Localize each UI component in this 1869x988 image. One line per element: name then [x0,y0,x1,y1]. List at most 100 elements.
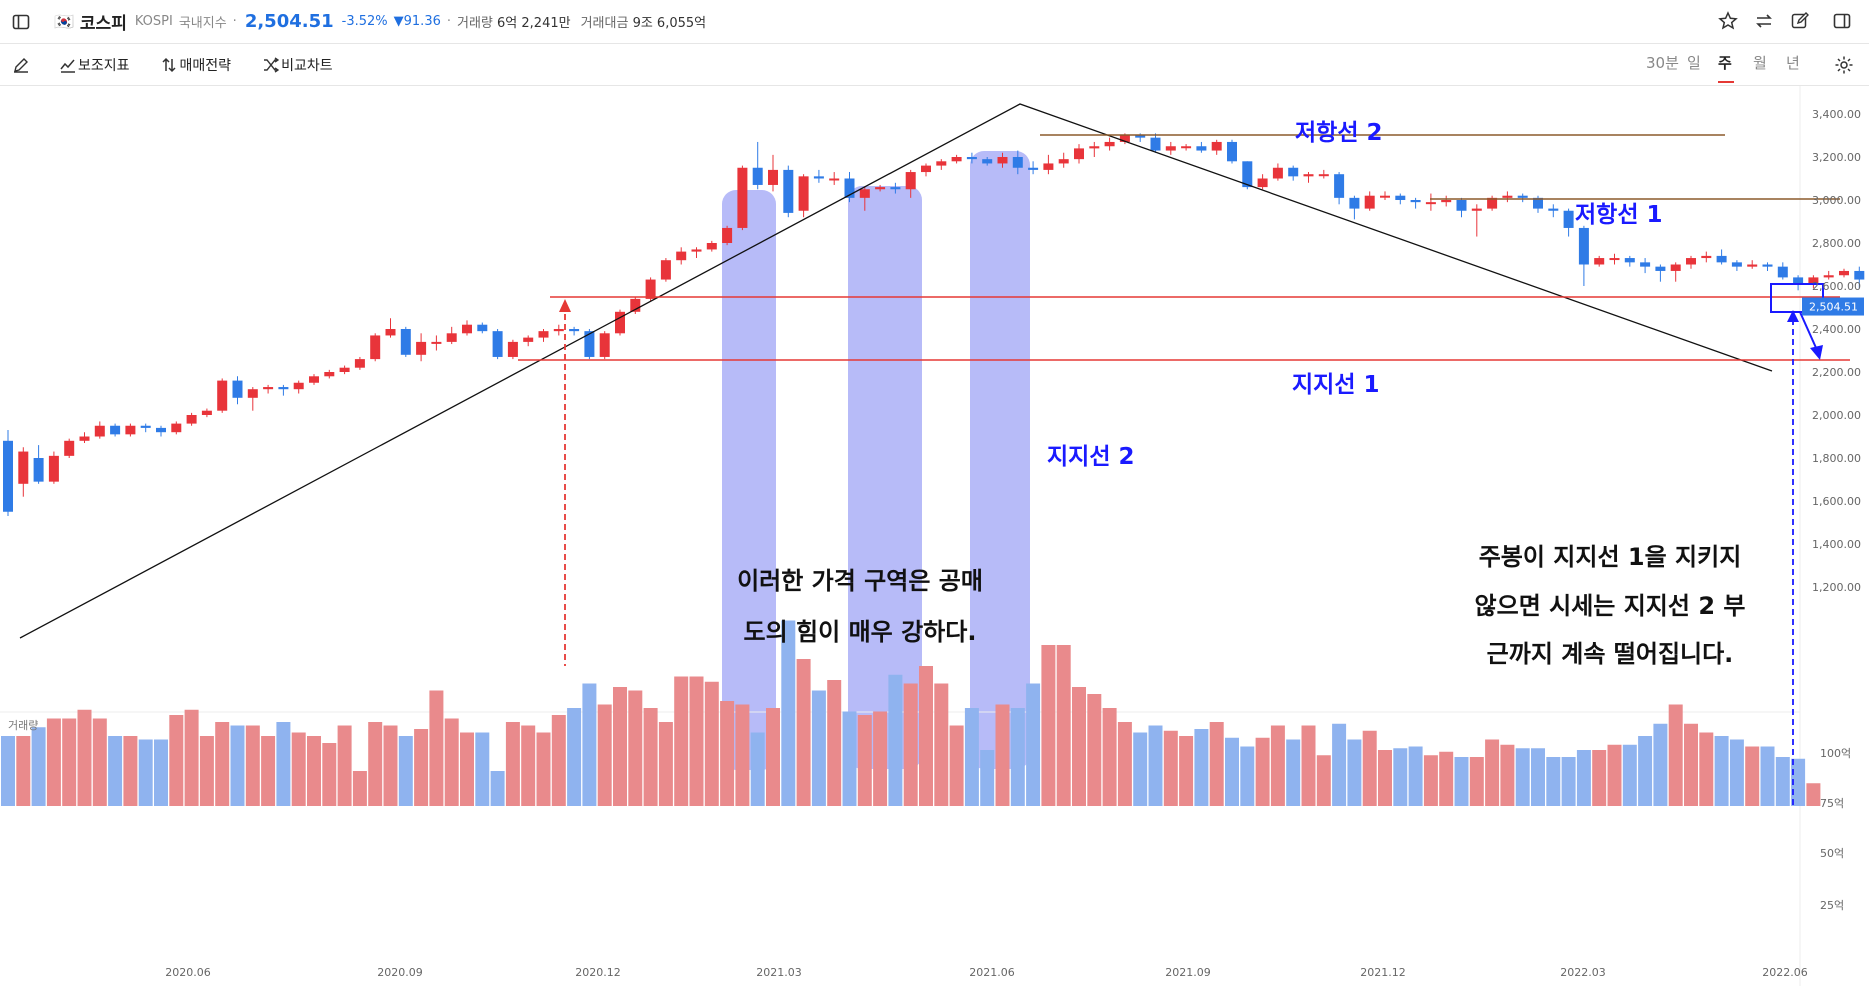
volume-bar [261,736,276,806]
candle-body [171,423,182,433]
change-absolute: ▼91.36 [393,14,441,29]
compare-button[interactable]: 비교차트 [261,52,333,78]
candle-body [1640,262,1651,267]
volume-bar [505,722,520,806]
volume-bar [1607,744,1622,806]
period-year[interactable]: 년 [1786,54,1800,72]
volume-bar [184,709,199,806]
volume-bar [704,681,719,806]
highlight-zones [722,151,1030,770]
candle-body [1288,167,1299,177]
volume-info: 거래량 6억 2,241만 [457,12,571,31]
price-tick-label: 2,000.00 [1812,409,1861,422]
indicator-button[interactable]: 보조지표 [58,52,130,78]
volume-bar [475,732,490,806]
volume-bar [1378,750,1392,806]
candle-body [1318,174,1329,177]
zone-note-line-1: 이러한 가격 구역은 공매 [737,567,983,595]
compare-icon [261,52,281,78]
volume-bar [628,690,643,806]
volume-bar [949,725,964,806]
price-tick-label: 1,800.00 [1812,452,1861,465]
candle-body [1502,195,1513,198]
candle-body [1012,157,1023,168]
candle-body [1731,262,1742,267]
candle-body [890,187,901,190]
volume-bar [1209,722,1224,806]
volume-bar [750,732,765,806]
candle-body [232,380,243,398]
candle-body [1165,146,1176,151]
volume-bar [1408,746,1423,806]
volume-bar [536,732,551,806]
volume-bar [1286,739,1301,806]
candle-body [599,333,610,357]
volume-bar [169,715,184,806]
candle-body [737,167,748,228]
period-day[interactable]: 일 [1687,54,1701,72]
volume-bar [1117,722,1132,806]
candle-body [462,324,472,334]
period-month[interactable]: 월 [1753,54,1767,72]
swap-icon[interactable] [1751,8,1777,34]
volume-bar [1301,725,1316,806]
down-arrow-line [1799,311,1818,351]
candle-body [94,425,105,437]
candle-body [1456,200,1467,211]
price-tick-label: 2,800.00 [1812,237,1861,250]
volume-bar [613,687,627,806]
strategy-button[interactable]: 매매전략 [160,52,231,78]
candle-body [3,440,13,512]
candle-body [339,367,350,372]
candle-body [247,389,258,398]
volume-bar [31,727,46,806]
candle-body [1334,174,1345,198]
volume-bar [199,736,214,806]
volume-bar [1775,757,1790,806]
volume-bar [154,739,168,806]
sidebar-icon[interactable] [8,9,34,35]
candle-body [982,159,993,164]
gear-icon[interactable] [1831,52,1857,78]
volume-bar [1469,757,1484,806]
arrow-head [1787,310,1799,322]
candle-body [217,380,228,411]
star-icon[interactable] [1715,8,1741,34]
volume-bar [1592,750,1607,806]
candle-body [1028,167,1039,170]
candle-body [278,387,289,390]
panel-icon[interactable] [1829,8,1855,34]
candle-body [1670,264,1681,271]
edit-icon[interactable] [1787,8,1813,34]
volume-bar [1791,758,1806,806]
volume-bar [888,674,903,806]
price-tick-label: 3,000.00 [1812,194,1861,207]
volume-bar [1622,744,1637,806]
chart-toolbar: 보조지표 매매전략 비교차트 [0,44,1869,86]
pencil-icon[interactable] [8,52,34,78]
period-30min[interactable]: 30분 [1646,54,1679,72]
candle-body [140,425,151,428]
price-tick-label: 1,600.00 [1812,495,1861,508]
volume-bar [1760,746,1775,806]
time-tick-label: 2021.09 [1165,966,1211,979]
candle-body [1716,255,1727,263]
candle-body [1425,202,1436,205]
volume-bar [215,722,230,806]
candle-body [1211,141,1222,151]
candle-body [875,187,886,190]
volume-bar [1500,744,1515,806]
candlesticks [3,133,1865,517]
volume-bar [108,736,123,806]
volume-bar [658,722,673,806]
candle-body [492,331,503,357]
ticker-code: KOSPI [134,14,173,29]
candle-body [1135,135,1146,138]
candle-body [905,172,916,190]
candle-body [660,260,671,280]
candle-body [156,427,166,433]
chart-area[interactable]: 3,400.00 3,200.00 3,000.00 2,800.00 2,600.00… [0,86,1869,986]
period-week[interactable]: 주 [1718,54,1732,72]
volume-bar [276,722,291,806]
candle-body [691,249,702,252]
